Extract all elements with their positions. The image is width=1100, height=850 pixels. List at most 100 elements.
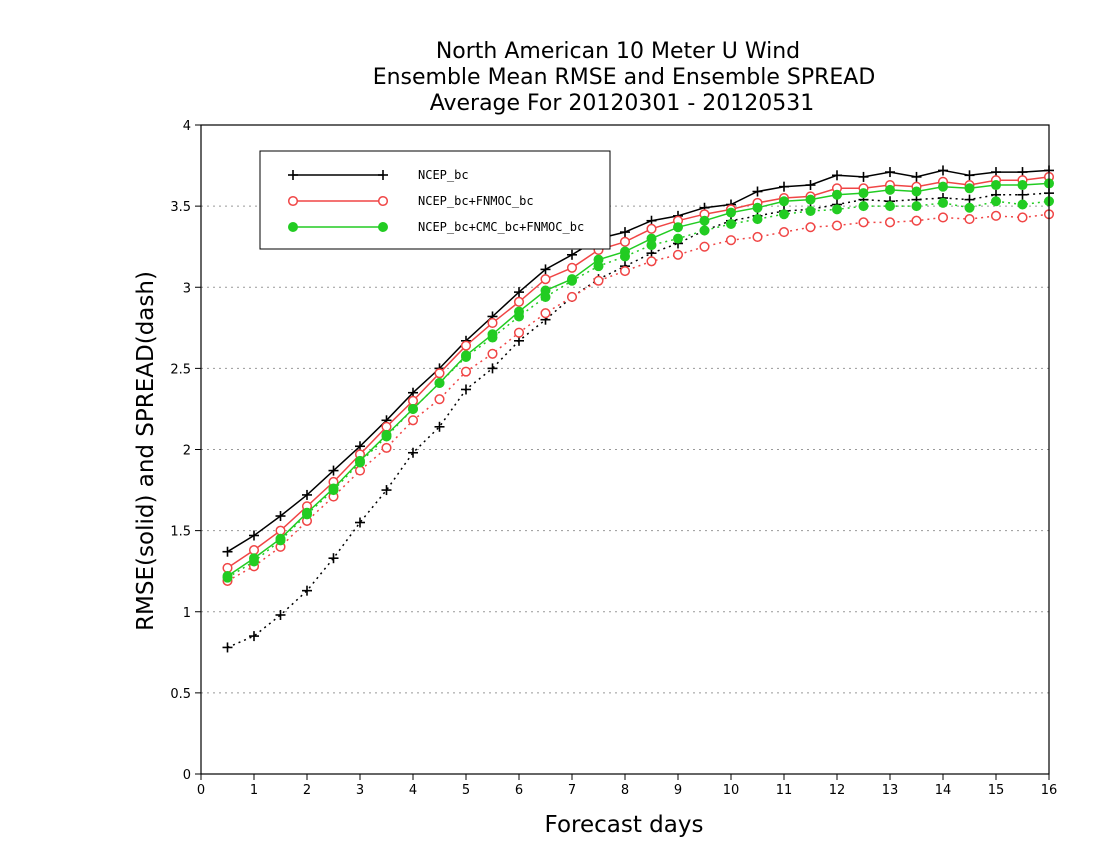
rmse-point [222, 562, 233, 573]
spread-point [831, 220, 843, 231]
x-tick-label: 13 [882, 783, 899, 798]
rmse-point [513, 296, 525, 307]
rmse-point [275, 533, 286, 544]
spread-point [381, 442, 392, 453]
spread-point [487, 348, 498, 359]
rmse-point [964, 183, 975, 194]
spread-point [566, 291, 578, 303]
chart-title-line-1: North American 10 Meter U Wind [436, 39, 800, 64]
spread-point [673, 233, 683, 244]
spread-point [885, 201, 895, 212]
legend-items: NCEP_bc NCEP_bc+FNMOC_bc NCEP_bc+CMC_bc+FN… [287, 168, 584, 234]
y-tick-label: 0 [183, 768, 191, 783]
rmse-point [938, 181, 948, 192]
rmse-point [275, 511, 286, 522]
y-tick-label: 2.5 [170, 362, 191, 377]
spread-point [858, 201, 869, 212]
spread-point [884, 217, 896, 228]
spread-point [805, 205, 816, 216]
spread-point [461, 384, 471, 395]
rmse-point [567, 249, 577, 260]
rmse-point [407, 395, 419, 406]
spread-point [593, 275, 604, 286]
x-tick-label: 4 [409, 783, 417, 798]
rmse-point [991, 180, 1001, 191]
x-tick-label: 7 [568, 783, 576, 798]
spread-point [779, 209, 789, 220]
rmse-point [1017, 180, 1028, 191]
rmse-point [726, 207, 736, 218]
x-tick-label: 2 [303, 783, 311, 798]
rmse-point [302, 507, 312, 518]
spread-point [1017, 189, 1028, 200]
rmse-point [858, 171, 869, 182]
spread-point [937, 212, 949, 223]
legend-label: NCEP_bc [418, 168, 469, 182]
y-tick-label: 4 [183, 119, 191, 134]
rmse-point [646, 223, 657, 234]
rmse-point [249, 530, 259, 541]
x-tick-label: 10 [723, 783, 740, 798]
spread-point [938, 197, 948, 208]
axis-ticks: 00.511.522.533.540 1 2 3 4 5 6 7 8 9 10 11 12 13 14 15 1… [170, 119, 1057, 798]
rmse-point [752, 186, 763, 197]
spread-line [227, 213, 1050, 582]
x-tick-label: 14 [935, 783, 952, 798]
spread-point [302, 585, 312, 596]
spread-point [275, 609, 286, 620]
x-tick-label: 6 [515, 783, 523, 798]
rmse-point [408, 403, 418, 414]
rmse-point [487, 329, 498, 340]
spread-point [355, 517, 365, 528]
spread-point [725, 235, 737, 246]
spread-point [434, 394, 445, 405]
rmse-point [381, 421, 392, 432]
rmse-point [248, 545, 260, 556]
spread-point [540, 308, 551, 319]
legend-marker [378, 170, 388, 180]
spread-point [249, 631, 259, 642]
rmse-point [646, 233, 657, 244]
legend-entry: NCEP_bc [288, 168, 469, 182]
spread-line [227, 200, 1050, 579]
rmse-point [964, 170, 975, 181]
rmse-point [779, 196, 789, 207]
rmse-point [593, 254, 604, 265]
legend-label: NCEP_bc+FNMOC_bc [418, 194, 534, 208]
rmse-point [540, 264, 551, 275]
rmse-point [355, 455, 365, 466]
spread-point [434, 421, 445, 432]
spread-point [407, 415, 419, 426]
legend-marker [288, 170, 298, 180]
plot-frame [200, 124, 1050, 775]
spread-line [227, 192, 1050, 649]
rmse-point [911, 186, 922, 197]
legend-marker [378, 222, 388, 232]
rmse-point [302, 489, 312, 500]
spread-point [752, 231, 763, 243]
spread-point [328, 553, 339, 564]
rmse-point [275, 525, 286, 536]
rmse-point [620, 246, 630, 257]
spread-point [1017, 212, 1028, 223]
spread-point [646, 256, 657, 267]
spread-point [911, 201, 922, 212]
rmse-point [858, 188, 869, 199]
rmse-point [328, 483, 339, 494]
rmse-point [222, 546, 233, 557]
rmse-point [460, 340, 472, 351]
rmse-point [434, 377, 445, 388]
rmse-point [566, 262, 578, 273]
legend-marker [377, 195, 389, 207]
rmse-point [832, 170, 842, 181]
x-tick-label: 8 [621, 783, 629, 798]
x-tick-label: 16 [1041, 783, 1058, 798]
x-tick-label: 12 [829, 783, 846, 798]
rmse-point [249, 553, 259, 564]
rmse-point [328, 465, 339, 476]
spread-point [699, 225, 710, 236]
rmse-point [222, 571, 233, 582]
spread-point [381, 485, 392, 496]
